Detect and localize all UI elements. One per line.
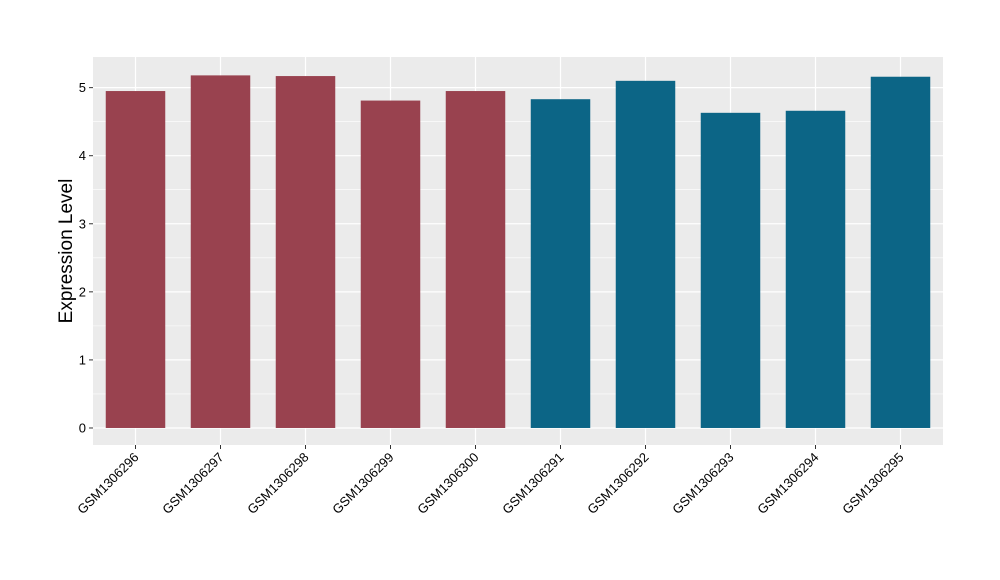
bar-GSM1306300	[445, 91, 506, 428]
bars	[105, 75, 931, 428]
bar-GSM1306291	[530, 99, 591, 428]
y-tick-label: 0	[79, 420, 86, 435]
x-tick-label: GSM1306295	[839, 450, 906, 517]
y-tick-label: 1	[79, 352, 86, 367]
x-tick-label: GSM1306298	[244, 450, 311, 517]
y-tick-label: 2	[79, 284, 86, 299]
x-axis: GSM1306296 GSM1306297 GSM1306298 GSM1306299…	[74, 445, 907, 517]
bar-GSM1306299	[360, 100, 421, 428]
x-tick-label: GSM1306294	[754, 450, 821, 517]
x-tick-label: GSM1306300	[414, 450, 481, 517]
x-tick-label: GSM1306297	[159, 450, 226, 517]
x-tick-label: GSM1306296	[74, 450, 141, 517]
x-tick-label: GSM1306292	[584, 450, 651, 517]
bar-GSM1306297	[190, 75, 251, 428]
y-tick-label: 3	[79, 216, 86, 231]
x-tick-label: GSM1306291	[499, 450, 566, 517]
bar-GSM1306293	[700, 112, 761, 428]
y-axis-title: Expression Level	[56, 179, 77, 324]
x-tick-label: GSM1306299	[329, 450, 396, 517]
y-axis: 0 1 2 3 4 5	[79, 80, 93, 435]
bar-GSM1306292	[615, 80, 676, 428]
bar-GSM1306298	[275, 76, 336, 428]
x-tick-label: GSM1306293	[669, 450, 736, 517]
y-tick-label: 4	[79, 148, 86, 163]
bar-GSM1306294	[785, 110, 846, 428]
y-tick-label: 5	[79, 80, 86, 95]
bar-GSM1306295	[870, 76, 931, 428]
bar-GSM1306296	[105, 91, 166, 428]
